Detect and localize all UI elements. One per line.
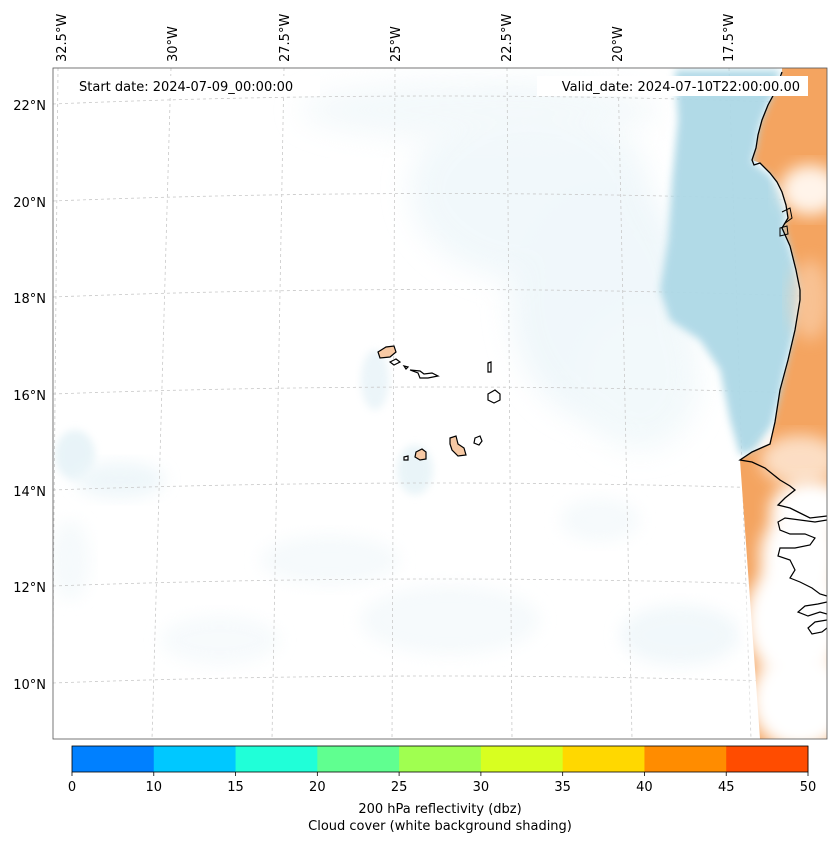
coastal-cloud-band xyxy=(660,70,827,739)
graticule xyxy=(53,68,827,739)
map-frame xyxy=(52,67,828,740)
colorbar-tick-label-4: 25 xyxy=(391,780,408,795)
colorbar-segment-1 xyxy=(153,746,237,772)
colorbar-segments xyxy=(72,746,809,772)
colorbar-segment-6 xyxy=(562,746,645,772)
colorbar-segment-0 xyxy=(72,746,155,772)
island-sao-vicente xyxy=(388,358,402,366)
meridian-22-5 xyxy=(506,68,513,739)
colorbar-segment-8 xyxy=(726,746,809,772)
guinea-bissau-coast xyxy=(796,601,827,635)
start-date-text: Start date: 2024-07-09_00:00:00 xyxy=(79,80,293,95)
colorbar-tick-label-1: 10 xyxy=(146,780,163,795)
colorbar-tick-label-0: 0 xyxy=(68,780,76,795)
colorbar-tick-label-3: 20 xyxy=(309,780,326,795)
lat-label-12: 12°N xyxy=(13,581,46,596)
mauritania-inlets xyxy=(779,207,793,237)
lon-label-30: 30°W xyxy=(166,26,181,62)
lat-label-18: 18°N xyxy=(13,292,46,307)
gambia-senegal-coast xyxy=(777,517,827,597)
island-sao-nicolau xyxy=(409,369,440,379)
latitude-labels: 22°N 20°N 18°N 16°N 14°N 12°N 10°N xyxy=(13,99,46,693)
island-sal xyxy=(487,361,492,373)
parallel-14 xyxy=(53,482,827,491)
island-boa-vista xyxy=(487,389,501,404)
parallel-16 xyxy=(53,386,827,395)
lat-label-22: 22°N xyxy=(13,99,46,114)
parallel-22 xyxy=(53,95,827,105)
lon-label-20: 20°W xyxy=(611,26,626,62)
valid-date-box: Valid_date: 2024-07-10T22:00:00.00 xyxy=(537,76,808,96)
island-santiago xyxy=(449,435,467,457)
cloud-shading xyxy=(53,80,740,665)
parallel-10 xyxy=(53,675,827,684)
meridian-25 xyxy=(391,68,396,739)
lon-label-17-5: 17.5°W xyxy=(722,14,737,62)
island-santa-luzia xyxy=(402,365,410,370)
meridian-27-5 xyxy=(271,68,285,739)
lat-label-10: 10°N xyxy=(13,678,46,693)
island-fogo xyxy=(414,448,427,461)
colorbar-label-line2: Cloud cover (white background shading) xyxy=(308,819,572,834)
colorbar-outline xyxy=(71,745,809,773)
island-santo-antao xyxy=(377,345,397,359)
colorbar-ticks: 0 10 15 20 25 30 35 40 45 50 xyxy=(68,772,816,795)
lat-label-20: 20°N xyxy=(13,196,46,211)
colorbar-segment-5 xyxy=(480,746,564,772)
colorbar-tick-label-7: 40 xyxy=(636,780,653,795)
longitude-labels: 32.5°W 30°W 27.5°W 25°W 22.5°W 20°W 17.5… xyxy=(55,14,737,62)
lat-label-14: 14°N xyxy=(13,485,46,500)
lon-label-22-5: 22.5°W xyxy=(500,14,515,62)
meridian-20 xyxy=(617,68,633,739)
colorbar-tick-label-5: 30 xyxy=(473,780,490,795)
colorbar-tick-label-6: 35 xyxy=(554,780,571,795)
colorbar-label-line1: 200 hPa reflectivity (dbz) xyxy=(358,802,521,817)
start-date-box: Start date: 2024-07-09_00:00:00 xyxy=(72,76,320,96)
colorbar: 0 10 15 20 25 30 35 40 45 50 200 hPa reflectivity… xyxy=(68,745,816,834)
african-coastline xyxy=(738,71,827,519)
lat-label-16: 16°N xyxy=(13,389,46,404)
lon-label-25: 25°W xyxy=(389,26,404,62)
island-brava xyxy=(403,455,409,461)
colorbar-segment-2 xyxy=(235,746,318,772)
lon-label-32-5: 32.5°W xyxy=(55,14,70,62)
parallel-18 xyxy=(53,289,827,298)
island-maio xyxy=(473,435,483,446)
parallel-12 xyxy=(53,578,827,587)
colorbar-tick-label-2: 15 xyxy=(227,780,244,795)
colorbar-segment-3 xyxy=(317,746,400,772)
colorbar-segment-7 xyxy=(644,746,727,772)
colorbar-tick-label-8: 45 xyxy=(718,780,735,795)
parallel-20 xyxy=(53,193,827,202)
colorbar-tick-label-9: 50 xyxy=(800,780,817,795)
lon-label-27-5: 27.5°W xyxy=(278,14,293,62)
cape-verde-islands xyxy=(377,345,501,461)
colorbar-segment-4 xyxy=(399,746,482,772)
valid-date-text: Valid_date: 2024-07-10T22:00:00.00 xyxy=(562,80,800,95)
meridian-30 xyxy=(151,68,172,739)
